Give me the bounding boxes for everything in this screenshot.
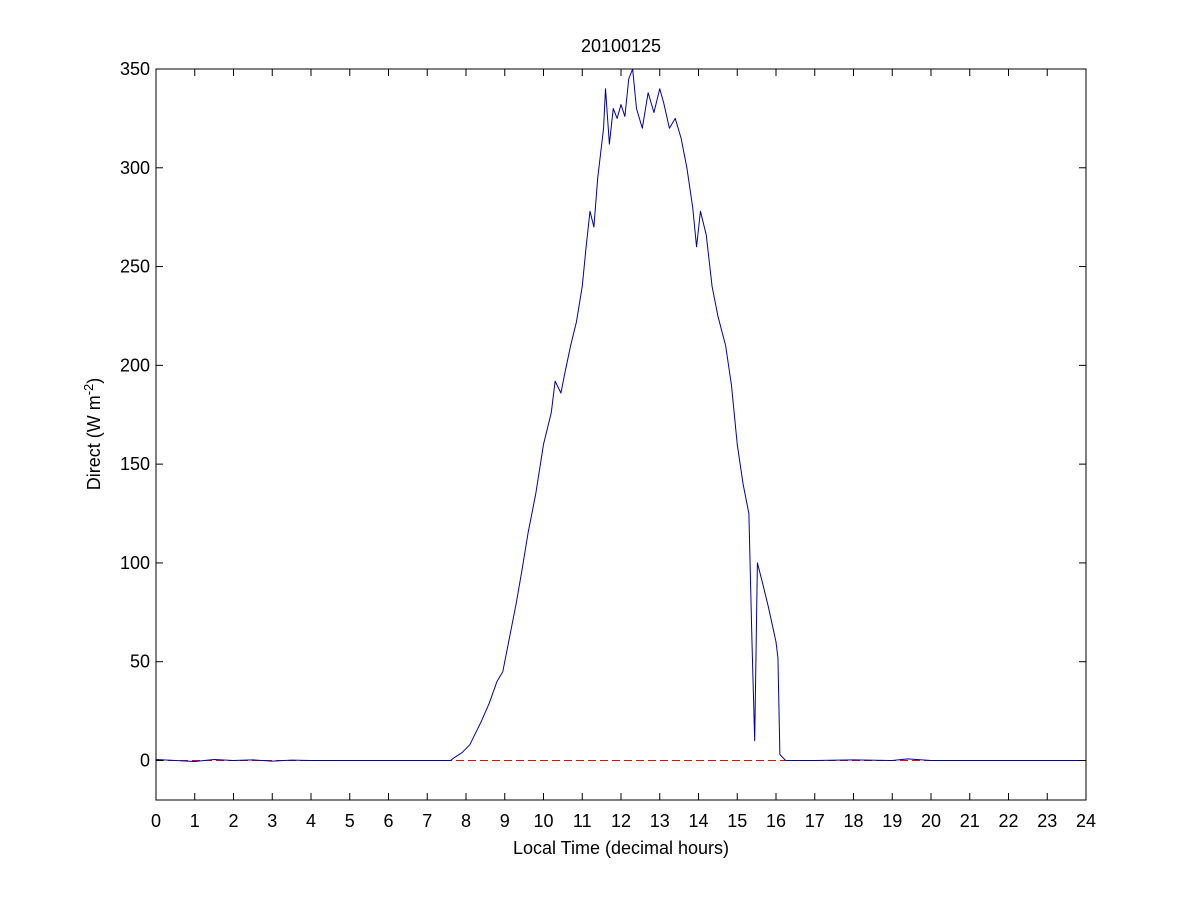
direct-irradiance-line [155,68,1086,762]
y-axis-label-superscript: -2 [81,384,96,396]
x-tick-label: 15 [727,811,747,831]
y-tick-label: 50 [130,652,150,672]
x-tick-label: 22 [998,811,1018,831]
y-tick-label: 0 [140,750,150,770]
x-tick-label: 3 [267,811,277,831]
x-axis-label: Local Time (decimal hours) [513,838,729,858]
x-tick-label: 12 [611,811,631,831]
y-tick-label: 350 [120,59,150,79]
x-tick-label: 13 [650,811,670,831]
x-tick-label: 0 [151,811,161,831]
x-tick-label: 1 [190,811,200,831]
x-tick-label: 8 [461,811,471,831]
x-tick-label: 7 [422,811,432,831]
plot-area [156,69,1086,800]
y-tick-label: 150 [120,454,150,474]
x-tick-label: 16 [766,811,786,831]
x-tick-label: 18 [843,811,863,831]
x-tick-label: 11 [573,811,592,831]
y-axis-label-main: Direct (W m [84,395,104,490]
y-tick-label: 200 [120,355,150,375]
x-tick-label: 17 [805,811,825,831]
x-tick-label: 5 [345,811,355,831]
y-tick-label: 300 [120,158,150,178]
y-tick-label: 100 [120,553,150,573]
x-tick-label: 9 [500,811,510,831]
y-axis-label-suffix: ) [84,378,104,384]
x-tick-label: 23 [1037,811,1057,831]
x-tick-label: 21 [960,811,980,831]
chart-title: 20100125 [581,36,661,56]
y-tick-label: 250 [120,257,150,277]
x-tick-label: 10 [533,811,553,831]
x-tick-label: 2 [228,811,238,831]
tick-layer: 0 1 2 3 4 5 6 7 8 9 10 11 12 13 14 15 16 17 18 19 20 21 22 23 24… [120,59,1096,831]
x-tick-label: 14 [688,811,708,831]
x-tick-label: 6 [383,811,393,831]
series-layer [155,68,1086,762]
y-axis-label: Direct (W m-2) [81,378,104,491]
x-tick-label: 4 [306,811,316,831]
x-tick-label: 20 [921,811,941,831]
x-tick-label: 19 [882,811,902,831]
x-tick-label: 24 [1076,811,1096,831]
